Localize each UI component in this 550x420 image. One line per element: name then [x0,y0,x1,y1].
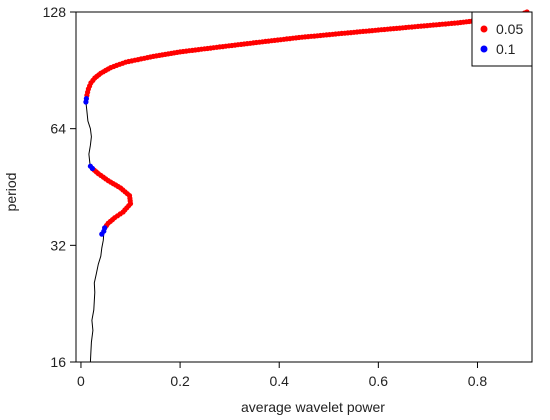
legend-marker [480,45,488,53]
power-line [85,11,528,363]
legend-box [471,11,533,67]
x-tick-label: 0 [77,373,85,389]
y-tick-label: 128 [43,4,67,20]
sig-01-point [102,225,108,231]
legend-label: 0.1 [496,41,516,57]
sig-01-point [87,163,93,169]
y-tick-label: 32 [50,237,66,253]
y-tick-label: 16 [50,354,66,370]
data-curves [83,9,530,363]
x-tick-label: 0.6 [369,373,389,389]
legend-marker [480,25,488,33]
legend-label: 0.05 [496,21,523,37]
x-tick-label: 0.8 [468,373,488,389]
x-tick-label: 0.2 [170,373,190,389]
sig-01-point [83,96,89,102]
y-tick-label: 64 [50,121,66,137]
plot-frame [75,11,533,363]
y-axis-title: period [3,173,19,212]
axes: 0 0.2 0.4 0.6 0.8 16 32 64 128 [43,4,533,389]
legend: 0.05 0.1 [471,11,533,67]
x-tick-label: 0.4 [269,373,289,389]
x-axis-title: average wavelet power [241,399,385,415]
